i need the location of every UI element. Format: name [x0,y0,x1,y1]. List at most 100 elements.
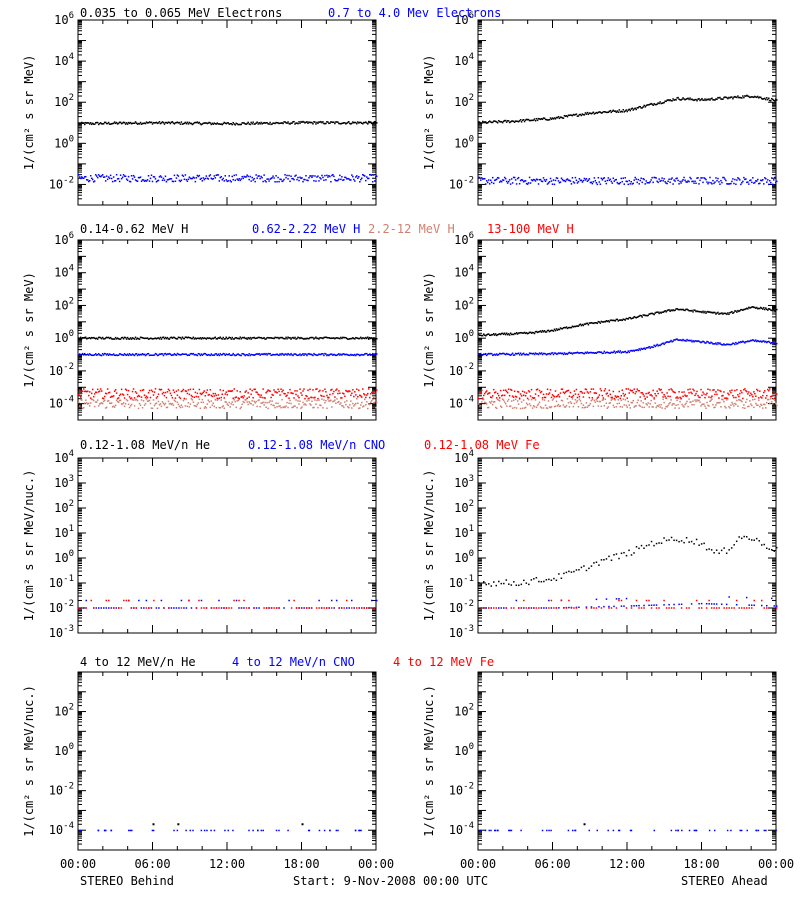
data-point [563,114,566,117]
data-point [316,176,318,178]
data-point [305,338,307,340]
data-point [116,397,119,400]
data-point [762,308,764,310]
data-point [123,405,126,408]
data-point [639,105,641,108]
data-point [168,338,171,340]
data-point [201,398,204,401]
data-point [206,337,209,339]
data-point [106,178,109,181]
data-point [300,354,302,357]
data-point [171,354,174,356]
data-point [280,122,282,124]
data-point [750,96,752,98]
data-point [509,405,512,407]
data-point [255,337,257,339]
data-point [535,117,538,120]
data-point [583,114,586,116]
data-point [599,351,602,354]
data-point [304,337,306,340]
data-point [138,338,141,340]
data-point [549,330,552,332]
data-point [560,577,563,580]
data-point [718,313,720,315]
data-point [569,401,572,403]
data-point [740,96,742,99]
data-point [679,180,681,183]
data-point [496,392,499,395]
data-point [237,399,239,402]
data-point [218,180,221,182]
data-point [223,338,226,340]
data-point [78,338,81,340]
data-point [699,401,701,403]
data-point [775,181,777,184]
data-point [510,178,513,180]
data-point [632,391,634,394]
data-point [354,338,356,340]
data-point [95,175,98,177]
data-point [80,176,83,178]
data-point [703,403,705,405]
data-point [749,179,751,182]
data-point [623,395,626,397]
data-point [698,399,700,402]
data-point [156,180,159,182]
data-point [165,406,168,409]
data-point [327,354,329,356]
data-point [531,407,534,409]
data-point [617,111,620,113]
data-point [178,121,181,124]
data-point [487,392,490,394]
data-point [539,330,542,332]
data-point [478,582,480,584]
data-point [674,339,676,341]
data-point [498,352,501,355]
data-point [751,96,753,98]
data-point [235,406,237,409]
data-point [690,339,692,342]
data-point [482,353,485,355]
data-point [595,398,598,401]
data-point [485,403,488,405]
data-point [765,397,767,399]
data-point [492,401,495,403]
data-point [515,120,518,123]
data-point [537,395,540,397]
data-point [108,391,111,394]
data-point [350,179,352,181]
data-point [244,399,246,401]
data-point [708,396,710,398]
data-point [765,307,767,309]
data-point [599,111,602,113]
data-point [711,398,713,401]
data-point [619,405,622,408]
data-point [97,123,100,126]
data-point [284,393,286,395]
data-point [689,176,691,179]
data-point [320,337,322,339]
data-point [336,121,338,123]
data-point [549,353,552,356]
data-point [587,352,590,354]
data-point [255,122,257,124]
data-point [714,181,716,183]
data-point [564,180,567,183]
data-point [615,178,618,181]
data-point [481,120,484,123]
data-point [273,404,275,407]
data-point [565,571,568,574]
data-point [730,404,732,406]
data-point [268,353,270,355]
data-point [131,390,134,393]
data-point [693,404,695,406]
data-point [644,397,646,400]
data-point [622,392,625,395]
data-point [357,396,359,398]
data-point [301,353,303,356]
data-point [496,398,499,401]
data-point [730,343,732,346]
data-point [720,343,722,345]
data-point [115,399,118,402]
data-point [723,176,725,179]
